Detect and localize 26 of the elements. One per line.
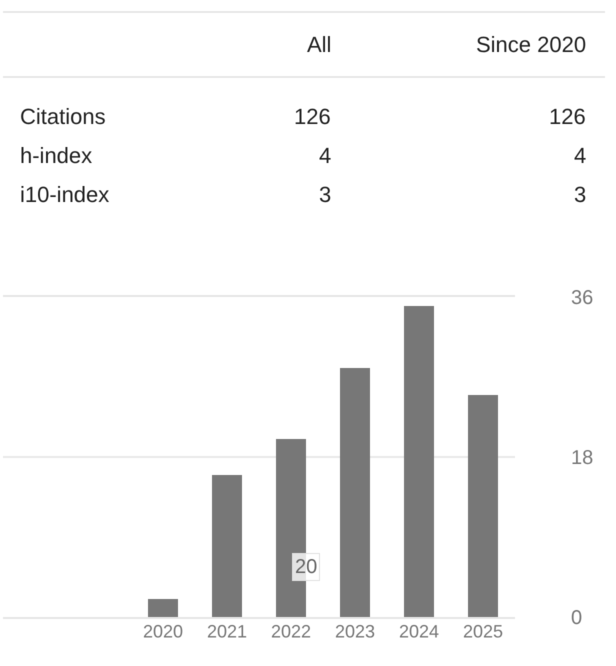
- bar: [148, 599, 178, 617]
- x-tick-label: 2023: [334, 622, 376, 642]
- bar: [340, 368, 370, 617]
- text: Since 2020: [476, 32, 586, 57]
- y-tick-label: 0: [571, 607, 582, 629]
- category-label: i10-index: [20, 182, 110, 207]
- bar: [404, 306, 434, 617]
- data-label: 4: [574, 143, 586, 168]
- text: All: [307, 32, 332, 57]
- bar: [212, 475, 242, 617]
- category-label: h-index: [20, 143, 92, 168]
- bar: [468, 395, 498, 617]
- data-label: 4: [319, 143, 332, 168]
- category-label: Citations: [20, 104, 106, 129]
- data-label: 20: [295, 556, 318, 578]
- x-tick-label: 2024: [398, 622, 440, 642]
- x-tick-label: 2021: [206, 622, 248, 642]
- x-tick-label: 2020: [142, 622, 184, 642]
- x-tick-label: 2022: [270, 622, 312, 642]
- y-tick-label: 18: [571, 447, 594, 469]
- data-label: 126: [294, 104, 331, 129]
- data-label: 3: [319, 182, 332, 207]
- x-tick-label: 2025: [462, 622, 504, 642]
- data-label: 3: [574, 182, 586, 207]
- data-label: 126: [549, 104, 586, 129]
- y-tick-label: 36: [571, 287, 594, 309]
